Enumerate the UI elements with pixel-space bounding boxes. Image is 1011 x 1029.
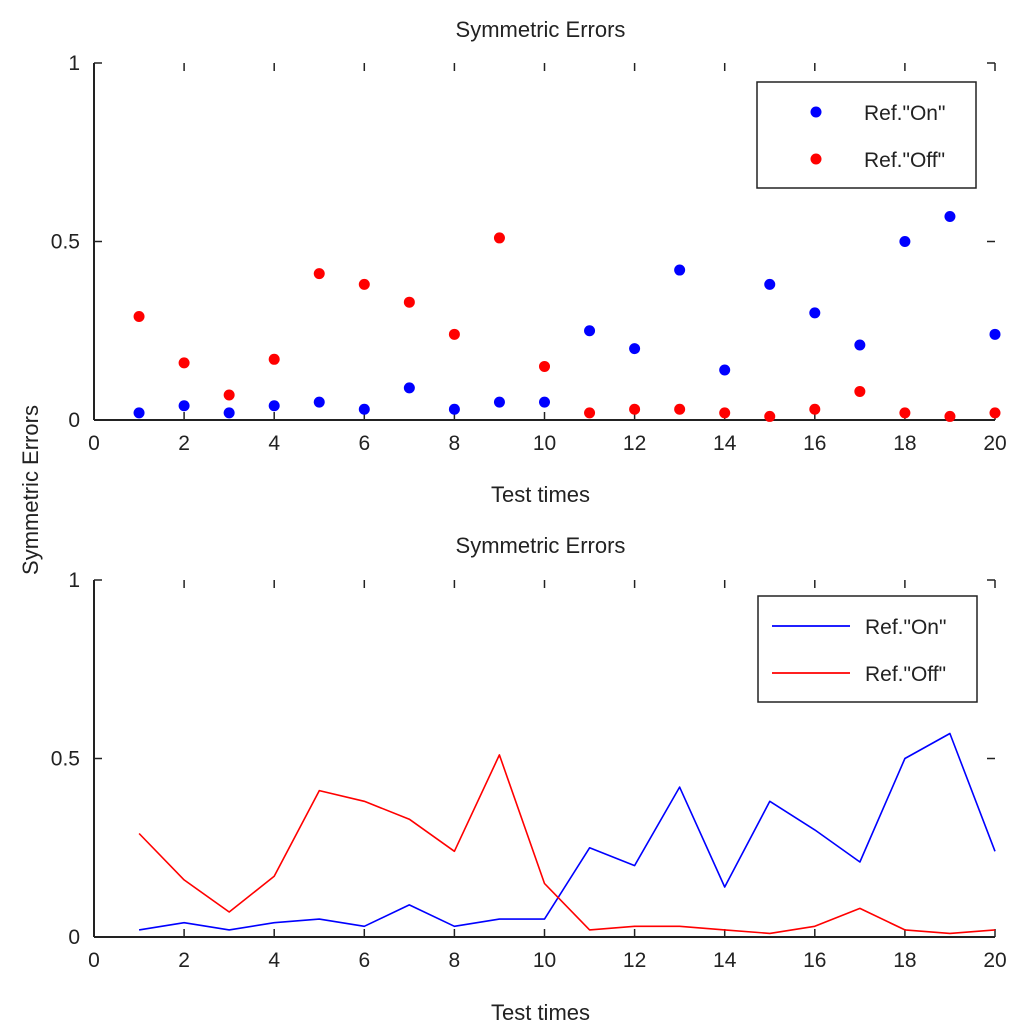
y-axis-label: Symmetric Errors (18, 405, 43, 575)
data-point (764, 410, 776, 422)
legend: Ref."On" Ref."Off" (756, 81, 977, 189)
x-tick-label: 12 (623, 949, 646, 972)
x-tick-label: 8 (449, 432, 461, 455)
data-point (403, 296, 415, 308)
chart-title: Symmetric Errors (456, 17, 626, 42)
data-point (674, 403, 686, 415)
data-point (629, 343, 641, 355)
x-tick-label: 14 (713, 432, 737, 455)
data-point (448, 328, 460, 340)
series-ref-on (138, 732, 996, 931)
data-point (944, 211, 956, 223)
x-tick-label: 14 (713, 949, 737, 972)
data-point (719, 364, 731, 376)
x-tick-label: 4 (268, 949, 280, 972)
x-tick-label: 6 (358, 432, 370, 455)
data-point (764, 278, 776, 290)
legend-label: Ref."On" (865, 616, 946, 639)
data-point (854, 385, 866, 397)
y-tick-label: 0 (68, 409, 80, 432)
data-point (178, 357, 190, 369)
x-tick-label: 16 (803, 432, 826, 455)
x-tick-label: 0 (88, 949, 100, 972)
x-axis-label: Test times (491, 1000, 590, 1025)
data-point (358, 403, 370, 415)
x-tick-label: 18 (893, 949, 916, 972)
x-tick-label: 2 (178, 949, 190, 972)
chart-panel-2: Symmetric Errors 0 2 4 6 8 10 12 14 16 18 20 0 0.5 1 Te… (51, 533, 1007, 1025)
data-point (493, 232, 505, 244)
x-tick-label: 8 (449, 949, 461, 972)
legend-label: Ref."Off" (865, 663, 946, 686)
series-ref-on (133, 211, 1001, 419)
data-point (268, 400, 280, 412)
legend-marker (810, 106, 822, 118)
data-point (719, 407, 731, 419)
data-point (944, 410, 956, 422)
chart-panel-1: Symmetric Errors 0 2 4 6 8 10 12 14 16 18 20 0 0.5 1 Te… (51, 17, 1007, 507)
x-tick-label: 6 (358, 949, 370, 972)
y-tick-label: 0 (68, 926, 80, 949)
x-tick-label: 18 (893, 432, 916, 455)
data-point (539, 396, 550, 408)
data-point (584, 325, 596, 337)
series-ref-off (133, 232, 1001, 422)
data-point (178, 400, 190, 412)
y-tick-label: 1 (68, 569, 80, 592)
data-point (268, 353, 280, 365)
data-point (133, 310, 145, 322)
data-point (989, 328, 1001, 340)
data-point (809, 403, 821, 415)
data-point (989, 407, 1001, 419)
data-point (223, 407, 235, 419)
data-point (899, 407, 911, 419)
series-line (138, 754, 996, 935)
x-tick-label: 16 (803, 949, 826, 972)
data-point (629, 403, 641, 415)
x-tick-label: 10 (533, 949, 556, 972)
x-axis-label: Test times (491, 482, 590, 507)
x-tick-label: 4 (268, 432, 280, 455)
y-tick-label: 1 (68, 52, 80, 75)
data-point (448, 403, 460, 415)
data-point (493, 396, 505, 408)
y-tick-label: 0.5 (51, 748, 80, 771)
series-ref-off (138, 754, 996, 935)
x-tick-label: 2 (178, 432, 190, 455)
legend: Ref."On" Ref."Off" (757, 595, 978, 703)
data-point (313, 396, 325, 408)
data-point (674, 264, 686, 276)
legend-label: Ref."Off" (864, 149, 945, 172)
x-tick-label: 12 (623, 432, 646, 455)
series-line (138, 732, 996, 931)
chart-title: Symmetric Errors (456, 533, 626, 558)
data-point (313, 268, 325, 280)
data-point (539, 360, 550, 372)
data-point (403, 382, 415, 394)
legend-box (757, 595, 978, 703)
data-point (133, 407, 145, 419)
x-tick-label: 10 (533, 432, 556, 455)
x-tick-label: 20 (983, 949, 1006, 972)
x-tick-label: 20 (983, 432, 1006, 455)
data-point (809, 307, 821, 319)
legend-label: Ref."On" (864, 102, 945, 125)
y-tick-label: 0.5 (51, 231, 80, 254)
data-point (223, 389, 235, 401)
data-point (854, 339, 866, 351)
legend-box (756, 81, 977, 189)
legend-marker (810, 153, 822, 165)
x-tick-label: 0 (88, 432, 100, 455)
data-point (584, 407, 596, 419)
data-point (899, 236, 911, 247)
data-point (358, 278, 370, 290)
